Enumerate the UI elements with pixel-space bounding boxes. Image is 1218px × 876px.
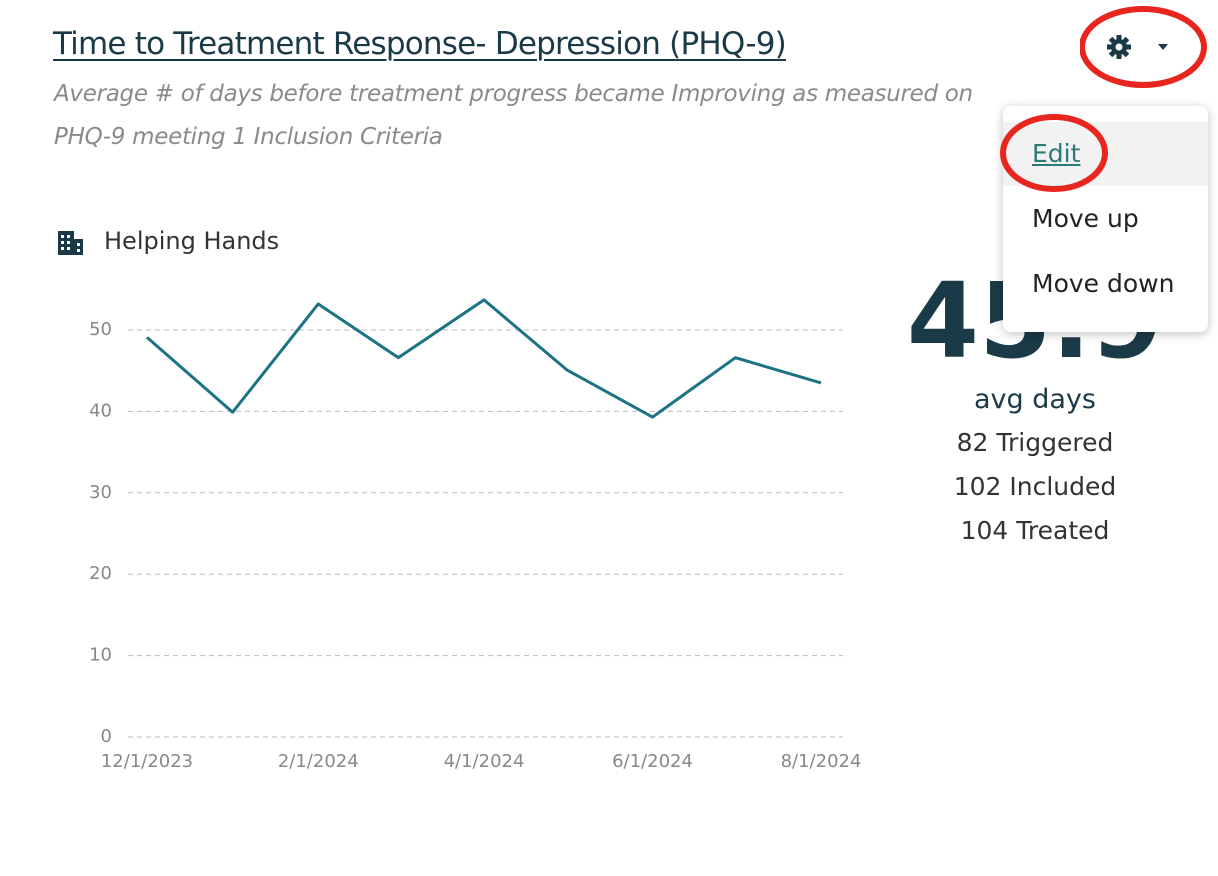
widget-title[interactable]: Time to Treatment Response- Depression (… xyxy=(53,26,787,62)
y-tick-label: 50 xyxy=(89,319,112,340)
x-tick-label: 8/1/2024 xyxy=(781,751,862,772)
building-icon xyxy=(58,231,83,255)
menu-item[interactable]: Move down xyxy=(1032,269,1175,298)
y-tick-label: 10 xyxy=(89,645,112,666)
stat: 102 Included xyxy=(953,472,1117,501)
y-tick-label: 30 xyxy=(89,482,112,503)
x-tick-label: 4/1/2024 xyxy=(444,751,525,772)
subtitle: Average # of days before treatment progr… xyxy=(54,81,973,107)
stat: 104 Treated xyxy=(960,516,1110,545)
stat: 82 Triggered xyxy=(956,428,1114,457)
dropdown-menu: Edit Move up Move down xyxy=(1003,106,1208,332)
x-tick-label: 12/1/2023 xyxy=(101,751,193,772)
summary-unit: avg days xyxy=(974,384,1096,415)
subtitle: PHQ-9 meeting 1 Inclusion Criteria xyxy=(54,124,443,150)
organization-name: Helping Hands xyxy=(104,227,280,255)
line-chart: 0 10 20 30 40 50 12/1/2023 2/1/2024 4/1/2024 6/1/… xyxy=(89,298,862,772)
annotation-circle xyxy=(1000,114,1108,192)
y-tick-label: 40 xyxy=(89,400,112,421)
x-tick-label: 6/1/2024 xyxy=(612,751,693,772)
data-line xyxy=(146,298,822,419)
y-tick-label: 20 xyxy=(89,563,112,584)
x-tick-label: 2/1/2024 xyxy=(278,751,359,772)
menu-item[interactable]: Move up xyxy=(1032,204,1139,233)
settings-button[interactable] xyxy=(1080,5,1210,90)
y-tick-label: 0 xyxy=(101,726,112,747)
